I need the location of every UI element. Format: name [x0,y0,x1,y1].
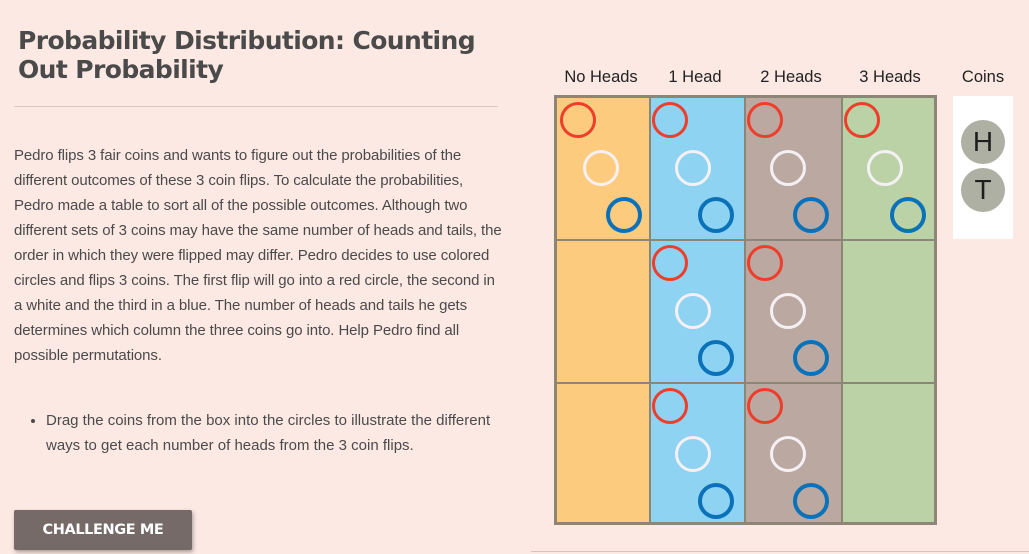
coin-box: H T [953,96,1013,239]
first-flip-slot[interactable] [747,102,783,138]
third-flip-slot[interactable] [698,483,734,519]
row-divider [557,239,934,241]
problem-description: Pedro flips 3 fair coins and wants to fi… [14,147,502,364]
row-divider [557,382,934,384]
second-flip-slot[interactable] [675,436,711,472]
column-header-no-heads: No Heads [564,68,638,86]
tails-coin[interactable]: T [961,168,1005,212]
bottom-divider [531,551,1029,552]
column-header-2-heads: 2 Heads [760,68,822,86]
instruction-list: Drag the coins from the box into the cir… [14,408,504,458]
second-flip-slot[interactable] [675,293,711,329]
second-flip-slot[interactable] [583,150,619,186]
challenge-me-button[interactable]: CHALLENGE ME [14,510,192,550]
third-flip-slot[interactable] [698,340,734,376]
first-flip-slot[interactable] [652,102,688,138]
second-flip-slot[interactable] [770,436,806,472]
first-flip-slot[interactable] [652,245,688,281]
second-flip-slot[interactable] [770,293,806,329]
title-divider [14,106,498,107]
first-flip-slot[interactable] [652,388,688,424]
second-flip-slot[interactable] [770,150,806,186]
instruction-item: Drag the coins from the box into the cir… [46,408,504,458]
first-flip-slot[interactable] [560,102,596,138]
outcome-table [554,95,937,525]
first-flip-slot[interactable] [747,245,783,281]
second-flip-slot[interactable] [675,150,711,186]
first-flip-slot[interactable] [747,388,783,424]
first-flip-slot[interactable] [844,102,880,138]
second-flip-slot[interactable] [867,150,903,186]
third-flip-slot[interactable] [793,197,829,233]
column-header-1-head: 1 Head [668,68,722,86]
third-flip-slot[interactable] [793,340,829,376]
third-flip-slot[interactable] [698,197,734,233]
instructions-panel: Probability Distribution: Counting Out P… [0,0,520,554]
column-header-3-heads: 3 Heads [859,68,921,86]
heads-coin[interactable]: H [961,120,1005,164]
coins-header: Coins [961,68,1005,86]
third-flip-slot[interactable] [793,483,829,519]
third-flip-slot[interactable] [890,197,926,233]
page-title: Probability Distribution: Counting Out P… [18,26,476,84]
third-flip-slot[interactable] [606,197,642,233]
